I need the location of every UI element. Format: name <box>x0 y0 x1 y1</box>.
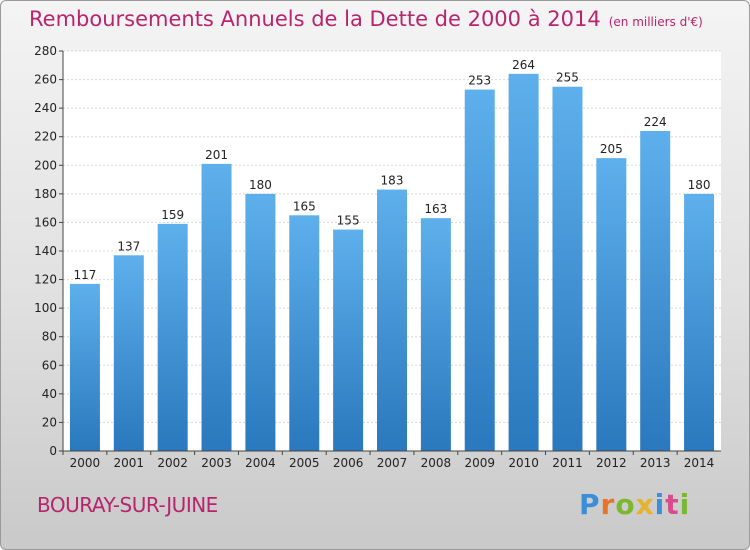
bar-2006[interactable] <box>333 229 364 451</box>
data-label-2002: 159 <box>161 208 184 222</box>
x-tick-label-2012: 2012 <box>596 456 627 470</box>
data-label-2004: 180 <box>249 178 272 192</box>
bar-2012[interactable] <box>596 158 627 451</box>
y-tick-label: 120 <box>34 273 57 287</box>
y-tick-label: 140 <box>34 244 57 258</box>
y-tick-label: 200 <box>34 158 57 172</box>
logo-letter: x <box>635 488 655 521</box>
y-tick-label: 20 <box>42 415 57 429</box>
bar-2008[interactable] <box>420 218 451 451</box>
proxiti-logo[interactable]: Proxiti <box>579 488 690 521</box>
x-tick-label-2005: 2005 <box>289 456 320 470</box>
x-tick-label-2001: 2001 <box>114 456 145 470</box>
y-tick-label: 60 <box>42 358 57 372</box>
data-label-2003: 201 <box>205 148 228 162</box>
bar-2011[interactable] <box>552 86 583 451</box>
data-labels-group: 117 137 159 201 180 165 155 183 163 253 264 255 205 2… <box>73 58 710 282</box>
logo-letter: r <box>600 488 616 521</box>
y-tick-label: 220 <box>34 130 57 144</box>
chart-subtitle: (en milliers d'€) <box>608 15 703 29</box>
bars-group <box>69 73 715 452</box>
bar-2002[interactable] <box>157 223 188 451</box>
title-text: Remboursements Annuels de la Dette de 20… <box>29 7 601 31</box>
logo-letter: P <box>579 488 601 521</box>
bar-2003[interactable] <box>201 163 232 451</box>
x-tick-label-2003: 2003 <box>201 456 232 470</box>
bar-2001[interactable] <box>113 255 144 451</box>
x-tick-label-2013: 2013 <box>640 456 671 470</box>
logo-letter: i <box>654 488 666 521</box>
y-tick-label: 100 <box>34 301 57 315</box>
y-tick-label: 0 <box>49 444 57 458</box>
data-label-2007: 183 <box>381 174 404 188</box>
x-tick-label-2002: 2002 <box>157 456 188 470</box>
x-tick-label-2007: 2007 <box>377 456 408 470</box>
y-tick-label: 240 <box>34 101 57 115</box>
x-tick-label-2006: 2006 <box>333 456 364 470</box>
data-label-2014: 180 <box>688 178 711 192</box>
data-label-2006: 155 <box>337 214 360 228</box>
data-label-2012: 205 <box>600 142 623 156</box>
bar-2004[interactable] <box>245 193 276 451</box>
data-label-2011: 255 <box>556 71 579 85</box>
y-tick-label: 180 <box>34 187 57 201</box>
bar-2014[interactable] <box>684 193 715 451</box>
data-label-2009: 253 <box>468 74 491 88</box>
data-label-2005: 165 <box>293 199 316 213</box>
data-label-2000: 117 <box>73 268 96 282</box>
y-tick-label: 260 <box>34 73 57 87</box>
bar-2005[interactable] <box>289 215 320 451</box>
bar-chart: 1171371592011801651551831632532642552052… <box>34 44 721 470</box>
x-tick-label-2004: 2004 <box>245 456 276 470</box>
x-tick-label-2009: 2009 <box>464 456 495 470</box>
data-label-2010: 264 <box>512 58 535 72</box>
bar-2013[interactable] <box>640 131 671 451</box>
bar-2000[interactable] <box>69 283 100 451</box>
data-label-2001: 137 <box>117 239 140 253</box>
y-tick-label: 160 <box>34 215 57 229</box>
y-tick-label: 80 <box>42 330 57 344</box>
bar-2010[interactable] <box>508 73 539 451</box>
data-label-2013: 224 <box>644 115 667 129</box>
chart-title: Remboursements Annuels de la Dette de 20… <box>29 7 703 31</box>
y-axis-ticks: 0 20 40 60 80 100 120 140 160 180 200 220 240 260 280 <box>34 44 63 458</box>
y-tick-label: 40 <box>42 387 57 401</box>
x-tick-label-2010: 2010 <box>508 456 539 470</box>
x-axis-ticks: 2000 2001 2002 2003 2004 2005 2006 2007 2008 2009… <box>62 451 715 470</box>
city-name: BOURAY-SUR-JUINE <box>37 493 218 517</box>
x-tick-label-2008: 2008 <box>421 456 452 470</box>
x-tick-label-2014: 2014 <box>684 456 715 470</box>
x-tick-label-2011: 2011 <box>552 456 583 470</box>
logo-letter: o <box>615 488 636 521</box>
logo-letter: t <box>665 488 680 521</box>
y-tick-label: 280 <box>34 44 57 58</box>
bar-2009[interactable] <box>464 89 495 452</box>
x-tick-label-2000: 2000 <box>70 456 101 470</box>
bar-2007[interactable] <box>377 189 407 452</box>
logo-letter: i <box>679 488 691 521</box>
data-label-2008: 163 <box>424 202 447 216</box>
